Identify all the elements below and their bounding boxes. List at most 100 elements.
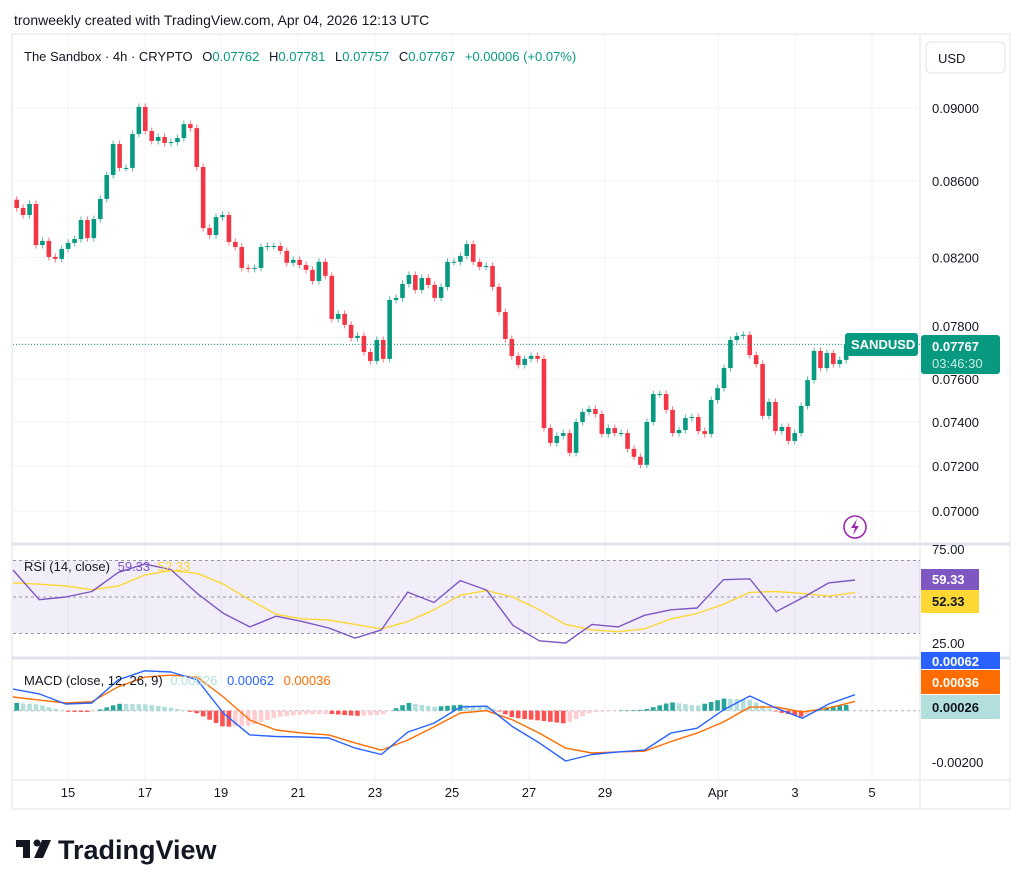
- candle-body: [303, 264, 309, 270]
- candle-body: [837, 359, 843, 365]
- price-axis[interactable]: 0.09000 0.08600 0.08200 0.07800 0.07600 0.074…: [932, 101, 979, 519]
- candle: [72, 235, 77, 247]
- candle: [342, 310, 347, 329]
- candle: [657, 390, 662, 398]
- candle-body: [522, 358, 527, 365]
- macd-histogram-bar: [78, 710, 84, 712]
- usd-button[interactable]: USD: [925, 41, 1006, 74]
- candle: [226, 211, 232, 246]
- candle: [258, 243, 264, 272]
- candle: [740, 331, 746, 340]
- candle: [297, 256, 302, 269]
- macd-histogram-bar: [162, 706, 167, 711]
- macd-histogram-bar: [406, 702, 412, 711]
- candle: [40, 237, 45, 249]
- time-tick-label: 21: [291, 785, 305, 800]
- candle-body: [818, 350, 823, 369]
- candle: [239, 243, 245, 272]
- macd-histogram-bar: [374, 710, 380, 716]
- candle: [554, 432, 560, 447]
- rsi-line: [12, 563, 856, 644]
- time-tick-label: 15: [61, 785, 75, 800]
- candle-body: [477, 261, 482, 267]
- logo-text: TradingView: [58, 835, 218, 865]
- candle-body: [458, 255, 463, 262]
- lightning-icon[interactable]: [843, 515, 867, 539]
- candle: [310, 266, 315, 285]
- candle: [14, 196, 19, 212]
- candle: [162, 133, 167, 147]
- candle-body: [46, 240, 52, 257]
- candle-body: [175, 138, 180, 143]
- candle-body: [188, 124, 193, 129]
- macd-histogram-bar: [168, 707, 174, 711]
- macd-histogram-bar: [413, 703, 418, 711]
- candle-body: [676, 430, 682, 434]
- candle-body: [695, 416, 701, 432]
- candle-body: [747, 334, 753, 356]
- symbol-title: The Sandbox · 4h · CRYPTO: [24, 49, 193, 64]
- rsi-legend: RSI (14, close) 59.33 52.33: [24, 559, 190, 574]
- candle: [65, 239, 71, 253]
- macd-histogram-bar: [560, 710, 566, 724]
- macd-histogram-bar: [387, 710, 392, 712]
- svg-text:59.33: 59.33: [932, 572, 965, 587]
- candle: [207, 224, 212, 239]
- price-tick-label: 0.07400: [932, 415, 979, 430]
- candle: [811, 347, 817, 384]
- tradingview-logo[interactable]: TradingView: [16, 835, 218, 865]
- rsi-value-tag: 59.33: [921, 569, 979, 590]
- candle-body: [593, 409, 598, 414]
- time-axis[interactable]: 15 17 19 21 23 25 27 29 Apr 3 5: [61, 785, 876, 800]
- candle-body: [445, 261, 450, 287]
- macd-histogram-bar: [528, 710, 534, 720]
- macd-histogram-bar: [779, 710, 785, 713]
- grid: [13, 35, 920, 780]
- candle: [503, 308, 508, 343]
- candle-body: [528, 355, 534, 359]
- candle: [721, 364, 727, 392]
- macd-histogram-bar: [233, 710, 238, 727]
- candle-body: [773, 401, 778, 432]
- macd-histogram-bar: [207, 710, 212, 720]
- macd-histogram-bar: [380, 710, 386, 715]
- macd-histogram-bar: [188, 710, 193, 712]
- low-value: 0.07757: [342, 49, 389, 64]
- candle: [361, 332, 367, 356]
- macd-histogram-bar: [136, 704, 142, 711]
- high-value: 0.07781: [278, 49, 325, 64]
- macd-histogram-bar: [740, 699, 746, 711]
- candle: [683, 414, 688, 434]
- macd-histogram-bar: [91, 710, 97, 712]
- macd-histogram-bar: [284, 710, 290, 717]
- macd-histogram-bar: [818, 709, 823, 711]
- ohlc-legend: The Sandbox · 4h · CRYPTO O0.07762 H0.07…: [24, 49, 576, 64]
- candle-body: [335, 313, 341, 319]
- candle-body: [831, 353, 836, 365]
- candle: [599, 410, 605, 438]
- candle: [509, 335, 515, 360]
- candle: [271, 242, 277, 250]
- candle: [831, 349, 836, 368]
- candle-body: [663, 394, 669, 410]
- macd-signal-value: 0.00036: [284, 673, 331, 688]
- candle-body: [689, 416, 695, 419]
- macd-histogram-bar: [33, 704, 39, 711]
- macd-histogram-bar: [747, 699, 753, 711]
- macd-histogram-bar: [695, 705, 701, 711]
- macd-value: 0.00062: [227, 673, 274, 688]
- candle-body: [599, 413, 605, 434]
- candle-body: [207, 228, 212, 235]
- candle: [200, 163, 206, 232]
- candle-body: [464, 244, 470, 256]
- macd-histogram-bar: [721, 698, 727, 711]
- macd-histogram-bar: [708, 701, 714, 711]
- macd-histogram-bar: [258, 710, 264, 723]
- candle: [284, 247, 290, 267]
- candle: [400, 280, 405, 302]
- candle: [278, 242, 283, 255]
- candle: [734, 332, 740, 344]
- candle-body: [265, 246, 270, 248]
- candle: [702, 427, 708, 438]
